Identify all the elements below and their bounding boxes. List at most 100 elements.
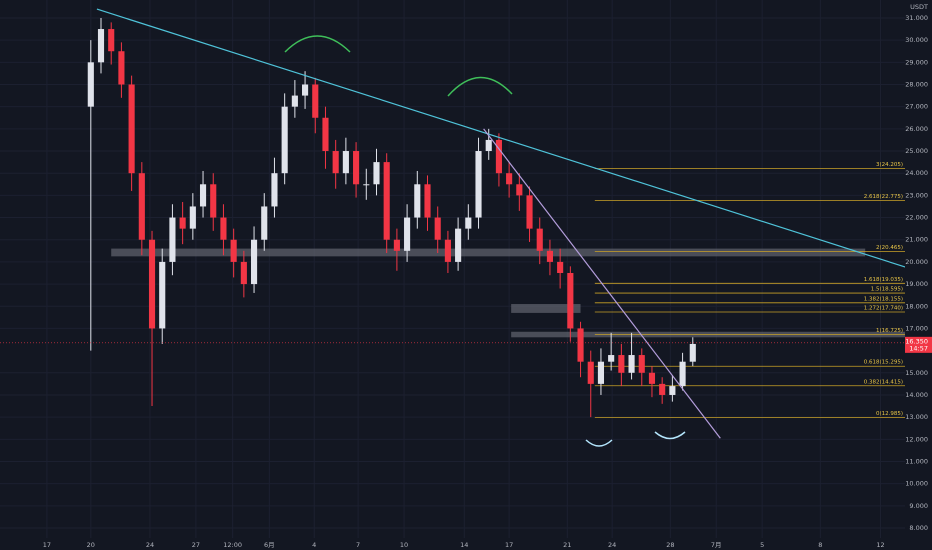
candle-body bbox=[302, 84, 309, 96]
candle-body bbox=[689, 343, 696, 362]
candle-body bbox=[383, 162, 390, 240]
zone bbox=[511, 304, 581, 313]
candle-body bbox=[138, 173, 145, 240]
candle-body bbox=[516, 184, 523, 196]
y-tick-label: 9.000 bbox=[909, 502, 928, 510]
candle-body bbox=[536, 228, 543, 251]
time-axis bbox=[0, 538, 905, 550]
fib-label: 0(12.985) bbox=[876, 411, 903, 417]
candle-body bbox=[281, 106, 288, 174]
x-tick-label: 17 bbox=[43, 541, 51, 549]
candle-body bbox=[393, 239, 400, 251]
arc-marker bbox=[654, 431, 686, 440]
candle-body bbox=[465, 217, 472, 229]
candle-body bbox=[199, 184, 207, 207]
candle-body bbox=[648, 372, 656, 384]
candle-body bbox=[240, 261, 247, 285]
last-price-label: 16.350 bbox=[905, 337, 928, 345]
candle-body bbox=[108, 29, 115, 52]
candle-body bbox=[414, 184, 421, 218]
candle-body bbox=[526, 195, 533, 229]
y-tick-label: 8.000 bbox=[909, 524, 928, 532]
candle-body bbox=[444, 239, 451, 262]
candle-body bbox=[118, 51, 125, 85]
candle-body bbox=[332, 151, 339, 174]
y-tick-label: 18.000 bbox=[905, 302, 928, 310]
candle-body bbox=[220, 217, 227, 240]
candle-body bbox=[546, 250, 553, 262]
fib-label: 1.382(18.155) bbox=[864, 296, 903, 302]
fib-label: 1.5(18.595) bbox=[871, 287, 903, 293]
price-axis bbox=[905, 0, 932, 550]
x-tick-label: 4 bbox=[312, 541, 316, 549]
candle-body bbox=[669, 386, 676, 395]
last-price-box bbox=[905, 336, 932, 353]
y-tick-label: 23.000 bbox=[905, 191, 928, 199]
x-tick-label: 28 bbox=[666, 541, 674, 549]
y-tick-label: 29.000 bbox=[905, 58, 928, 66]
fib-label: 1(16.725) bbox=[876, 328, 903, 334]
y-tick-label: 25.000 bbox=[905, 147, 928, 155]
x-tick-label: 10 bbox=[400, 541, 408, 549]
x-tick-label: 27 bbox=[192, 541, 200, 549]
candle-body bbox=[373, 162, 380, 185]
y-tick-label: 12.000 bbox=[905, 435, 928, 443]
candle-body bbox=[210, 184, 217, 218]
arc-marker bbox=[284, 35, 351, 53]
y-tick-label: 21.000 bbox=[905, 236, 928, 244]
x-tick-label: 24 bbox=[146, 541, 154, 549]
candle-body bbox=[291, 95, 298, 107]
candle-body bbox=[618, 355, 625, 373]
candle-body bbox=[404, 217, 411, 251]
zone bbox=[111, 248, 866, 257]
fib-label: 1.618(19.035) bbox=[864, 277, 903, 283]
x-tick-label: 12:00 bbox=[223, 541, 242, 549]
candle-body bbox=[434, 217, 441, 240]
fib-label: 3(24.205) bbox=[876, 162, 903, 168]
x-tick-label: 21 bbox=[563, 541, 571, 549]
candle-body bbox=[455, 228, 462, 262]
candle-body bbox=[485, 139, 492, 152]
y-tick-label: 13.000 bbox=[905, 413, 928, 421]
x-tick-label: 6月 bbox=[264, 541, 275, 549]
x-tick-label: 12 bbox=[876, 541, 884, 549]
candle-body bbox=[271, 173, 278, 207]
countdown-label: 14:57 bbox=[909, 344, 928, 352]
x-tick-label: 14 bbox=[460, 541, 468, 549]
candle-body bbox=[597, 361, 605, 384]
currency-label: USDT bbox=[910, 3, 928, 11]
y-tick-label: 31.000 bbox=[905, 14, 928, 22]
candle-body bbox=[557, 261, 564, 273]
y-tick-label: 30.000 bbox=[905, 36, 928, 44]
candle-body bbox=[628, 355, 635, 373]
y-tick-label: 24.000 bbox=[905, 169, 928, 177]
candle-body bbox=[567, 272, 574, 329]
candle-body bbox=[189, 206, 196, 229]
candle-body bbox=[475, 151, 482, 218]
fib-label: 2.618(22.775) bbox=[864, 194, 903, 200]
candle-body bbox=[97, 29, 105, 63]
candle-body bbox=[659, 383, 666, 395]
x-tick-label: 7 bbox=[356, 541, 360, 549]
candle-body bbox=[179, 217, 186, 229]
candle-body bbox=[679, 361, 686, 387]
x-tick-label: 24 bbox=[608, 541, 616, 549]
candle-body bbox=[342, 151, 349, 174]
candle-body bbox=[128, 84, 135, 174]
candle-body bbox=[322, 117, 329, 152]
candle-body bbox=[159, 261, 166, 329]
x-tick-label: 7月 bbox=[711, 541, 722, 549]
candle-body bbox=[230, 239, 237, 262]
candle-body bbox=[424, 184, 431, 218]
y-tick-label: 10.000 bbox=[905, 480, 928, 488]
y-tick-label: 11.000 bbox=[905, 457, 928, 465]
y-tick-label: 27.000 bbox=[905, 103, 928, 111]
fib-label: 0.382(14.415) bbox=[864, 379, 903, 385]
candle-body bbox=[638, 355, 645, 373]
candle-body bbox=[506, 173, 513, 185]
candle-body bbox=[87, 62, 94, 107]
x-tick-label: 20 bbox=[87, 541, 95, 549]
y-tick-label: 19.000 bbox=[905, 280, 928, 288]
trendline bbox=[483, 128, 721, 439]
